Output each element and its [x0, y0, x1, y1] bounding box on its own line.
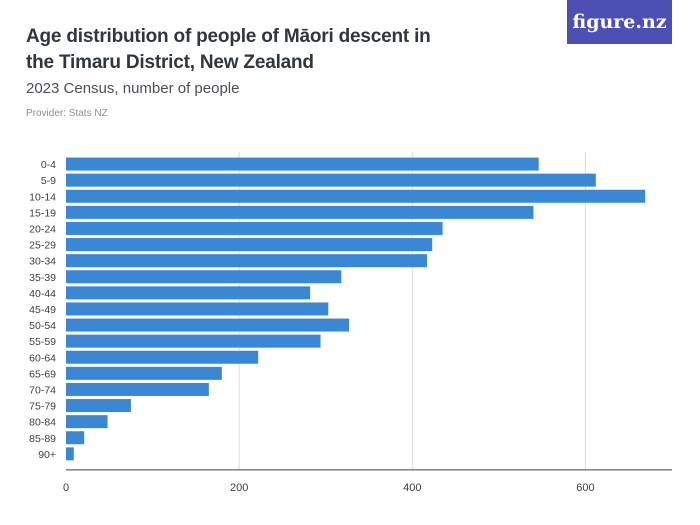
- category-label: 40-44: [29, 288, 56, 300]
- category-labels: 0-4 5-9 10-14 15-19 20-24 25-29 30-34 35-39 40-4…: [29, 159, 56, 461]
- bar-75-79[interactable]: [66, 399, 131, 413]
- bar-45-49[interactable]: [66, 302, 329, 316]
- bar-55-59[interactable]: [66, 334, 321, 348]
- category-label: 85-89: [29, 433, 56, 445]
- bars: [66, 157, 646, 461]
- category-label: 10-14: [29, 191, 56, 203]
- category-label: 25-29: [29, 240, 56, 252]
- bar-20-24[interactable]: [66, 221, 443, 235]
- figure-nz-logo[interactable]: figure.nz: [567, 0, 672, 44]
- category-label: 75-79: [29, 401, 56, 413]
- bar-35-39[interactable]: [66, 270, 342, 284]
- bar-50-54[interactable]: [66, 318, 350, 332]
- category-label: 15-19: [29, 207, 56, 219]
- category-label: 70-74: [29, 384, 56, 396]
- category-label: 65-69: [29, 368, 56, 380]
- bar-85-89[interactable]: [66, 431, 85, 445]
- category-label: 35-39: [29, 272, 56, 284]
- category-label: 20-24: [29, 223, 56, 235]
- category-label: 45-49: [29, 304, 56, 316]
- x-axis: 0 200 400 600: [63, 469, 672, 494]
- category-label: 90+: [38, 449, 56, 461]
- bar-30-34[interactable]: [66, 254, 428, 268]
- x-tick-label: 600: [576, 482, 594, 494]
- x-tick-label: 0: [63, 482, 69, 494]
- bar-60-64[interactable]: [66, 350, 259, 364]
- bar-5-9[interactable]: [66, 173, 596, 187]
- category-label: 50-54: [29, 320, 56, 332]
- bar-25-29[interactable]: [66, 238, 433, 252]
- bar-40-44[interactable]: [66, 286, 311, 300]
- bar-80-84[interactable]: [66, 415, 108, 429]
- category-label: 5-9: [41, 175, 56, 187]
- category-label: 60-64: [29, 352, 56, 364]
- chart-subtitle: 2023 Census, number of people: [26, 80, 240, 97]
- category-label: 30-34: [29, 256, 56, 268]
- category-label: 0-4: [41, 159, 56, 171]
- chart-title: Age distribution of people of Māori desc…: [26, 26, 431, 73]
- provider-label: Provider: Stats NZ: [26, 108, 108, 119]
- bar-10-14[interactable]: [66, 189, 646, 203]
- bar-90+[interactable]: [66, 447, 74, 461]
- x-tick-label: 400: [403, 482, 421, 494]
- bar-15-19[interactable]: [66, 205, 534, 219]
- category-label: 80-84: [29, 417, 56, 429]
- category-label: 55-59: [29, 336, 56, 348]
- bar-65-69[interactable]: [66, 366, 222, 380]
- bar-70-74[interactable]: [66, 382, 209, 396]
- bar-0-4[interactable]: [66, 157, 539, 171]
- x-tick-label: 200: [230, 482, 248, 494]
